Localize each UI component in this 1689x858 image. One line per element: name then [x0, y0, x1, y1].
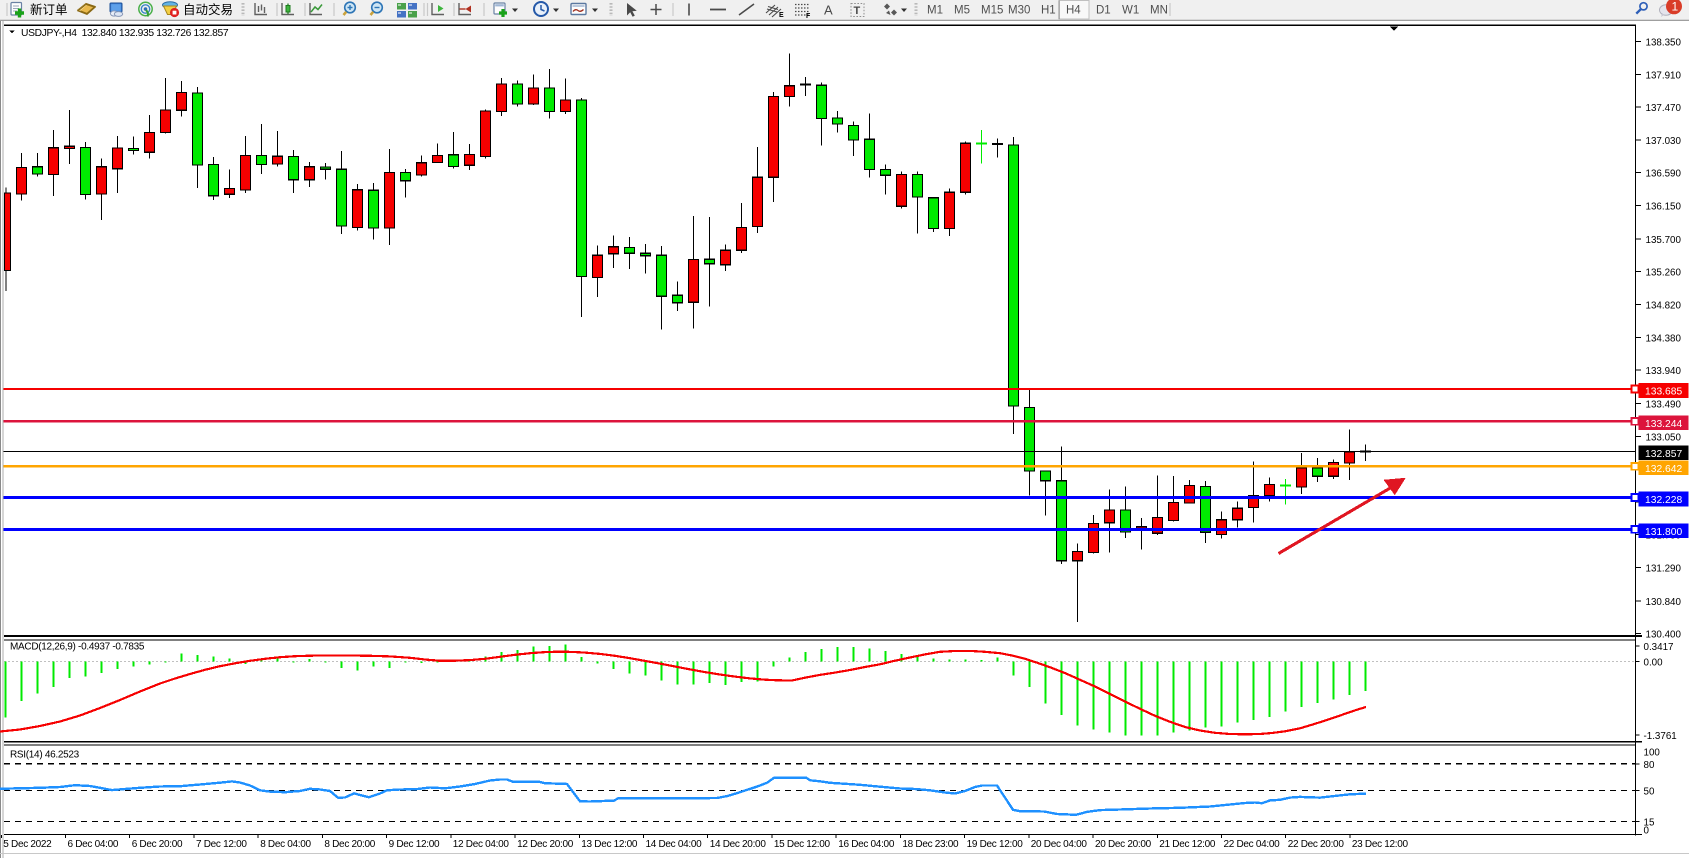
svg-text:133.490: 133.490 [1646, 400, 1682, 411]
svg-text:132.857: 132.857 [1645, 449, 1682, 460]
svg-text:80: 80 [1644, 760, 1655, 771]
svg-text:18 Dec 23:00: 18 Dec 23:00 [902, 839, 959, 850]
svg-text:M5: M5 [954, 5, 970, 17]
svg-text:15: 15 [1644, 818, 1655, 829]
svg-text:23 Dec 12:00: 23 Dec 12:00 [1352, 839, 1409, 850]
svg-text:0.3417: 0.3417 [1644, 642, 1674, 653]
svg-text:133.050: 133.050 [1646, 432, 1682, 443]
svg-text:M1: M1 [927, 5, 943, 17]
svg-text:130.840: 130.840 [1646, 597, 1682, 608]
svg-text:136.150: 136.150 [1646, 201, 1682, 212]
svg-text:22 Dec 04:00: 22 Dec 04:00 [1224, 839, 1281, 850]
svg-text:137.030: 137.030 [1646, 136, 1682, 147]
svg-text:132.642: 132.642 [1645, 464, 1682, 475]
svg-text:H4: H4 [1066, 5, 1081, 17]
svg-text:135.700: 135.700 [1646, 235, 1682, 246]
svg-text:MN: MN [1150, 5, 1168, 17]
svg-text:100: 100 [1644, 748, 1661, 759]
svg-text:12 Dec 04:00: 12 Dec 04:00 [453, 839, 510, 850]
svg-text:135.260: 135.260 [1646, 268, 1682, 279]
svg-text:12 Dec 20:00: 12 Dec 20:00 [517, 839, 574, 850]
svg-text:1: 1 [1672, 0, 1679, 14]
svg-text:50: 50 [1644, 787, 1655, 798]
svg-text:9 Dec 12:00: 9 Dec 12:00 [389, 839, 440, 850]
svg-text:130.400: 130.400 [1646, 630, 1682, 641]
svg-text:14 Dec 20:00: 14 Dec 20:00 [710, 839, 767, 850]
svg-text:138.350: 138.350 [1646, 38, 1682, 49]
svg-text:自动交易: 自动交易 [183, 2, 233, 17]
svg-text:M30: M30 [1008, 5, 1030, 17]
svg-text:133.685: 133.685 [1645, 387, 1682, 398]
svg-text:137.470: 137.470 [1646, 103, 1682, 114]
svg-text:A: A [824, 3, 833, 18]
svg-text:W1: W1 [1122, 5, 1139, 17]
svg-text:F: F [806, 13, 811, 20]
svg-text:0: 0 [1644, 826, 1650, 837]
svg-text:19 Dec 12:00: 19 Dec 12:00 [967, 839, 1024, 850]
svg-text:133.940: 133.940 [1646, 366, 1682, 377]
svg-text:T: T [854, 5, 861, 17]
svg-text:6 Dec 20:00: 6 Dec 20:00 [132, 839, 183, 850]
svg-text:M15: M15 [981, 5, 1003, 17]
svg-text:14 Dec 04:00: 14 Dec 04:00 [646, 839, 703, 850]
svg-text:E: E [779, 12, 784, 19]
svg-text:15 Dec 12:00: 15 Dec 12:00 [774, 839, 831, 850]
svg-text:-1.3761: -1.3761 [1644, 731, 1677, 742]
svg-text:USDJPY-,H4 132.840 132.935 13: USDJPY-,H4 132.840 132.935 132.726 132.8… [21, 28, 229, 39]
svg-text:6 Dec 04:00: 6 Dec 04:00 [68, 839, 119, 850]
svg-text:132.228: 132.228 [1645, 495, 1682, 506]
svg-text:0.00: 0.00 [1644, 657, 1664, 668]
svg-text:8 Dec 04:00: 8 Dec 04:00 [260, 839, 311, 850]
svg-text:5 Dec 2022: 5 Dec 2022 [3, 839, 52, 850]
svg-text:20 Dec 20:00: 20 Dec 20:00 [1095, 839, 1152, 850]
svg-text:RSI(14) 46.2523: RSI(14) 46.2523 [10, 750, 80, 761]
svg-text:136.590: 136.590 [1646, 169, 1682, 180]
svg-text:131.290: 131.290 [1646, 563, 1682, 574]
svg-text:134.380: 134.380 [1646, 333, 1682, 344]
svg-text:MACD(12,26,9) -0.4937 -0.7835: MACD(12,26,9) -0.4937 -0.7835 [10, 642, 145, 653]
svg-text:8 Dec 20:00: 8 Dec 20:00 [324, 839, 375, 850]
svg-text:22 Dec 20:00: 22 Dec 20:00 [1288, 839, 1345, 850]
svg-text:131.800: 131.800 [1645, 527, 1682, 538]
svg-text:137.910: 137.910 [1646, 70, 1682, 81]
svg-text:134.820: 134.820 [1646, 301, 1682, 312]
svg-text:D1: D1 [1096, 5, 1111, 17]
svg-text:13 Dec 12:00: 13 Dec 12:00 [581, 839, 638, 850]
svg-text:20 Dec 04:00: 20 Dec 04:00 [1031, 839, 1088, 850]
svg-text:H1: H1 [1041, 5, 1056, 17]
svg-text:新订单: 新订单 [30, 2, 68, 17]
svg-text:133.244: 133.244 [1645, 419, 1682, 430]
svg-text:16 Dec 04:00: 16 Dec 04:00 [838, 839, 895, 850]
svg-text:7 Dec 12:00: 7 Dec 12:00 [196, 839, 247, 850]
svg-text:21 Dec 12:00: 21 Dec 12:00 [1159, 839, 1216, 850]
